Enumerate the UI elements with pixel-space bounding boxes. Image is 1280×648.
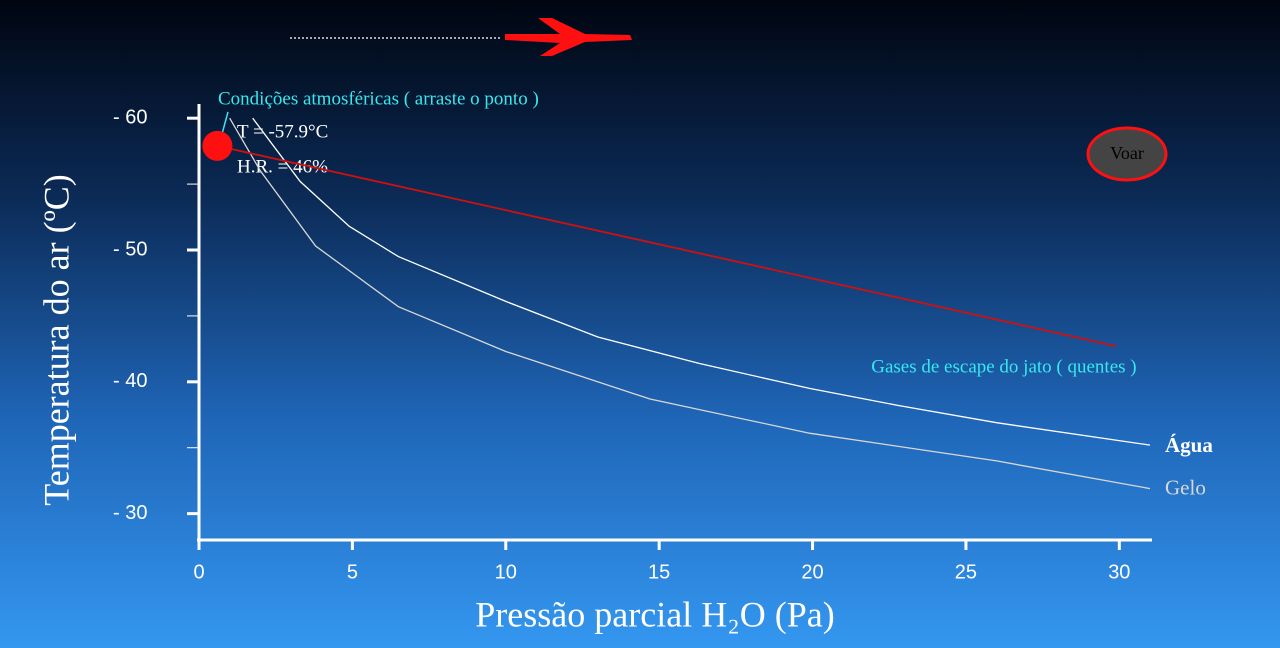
x-tick-label: 20 [801,561,823,583]
x-tick-label: 15 [648,561,670,583]
condition-point[interactable] [202,130,233,161]
x-tick-label: 5 [347,561,358,583]
series-label: Água [1165,433,1213,457]
series-line [252,117,1151,446]
series-line [229,117,1151,490]
y-tick-label: - 30 [113,502,147,524]
button-shape[interactable] [1086,126,1168,182]
x-tick-label: 10 [495,561,517,583]
y-tick-label: - 40 [113,370,147,392]
temperature-label: T = -57.9°C [237,121,328,142]
button-label[interactable]: Voar [1110,143,1144,163]
y-axis-title: Temperatura do ar (ºC) [36,174,76,506]
plane-icon [505,18,632,56]
series-label: Gelo [1165,475,1206,499]
series-label: Gases de escape do jato ( quentes ) [871,357,1136,378]
x-tick-label: 30 [1108,561,1130,583]
series-line [217,145,1117,348]
y-tick-label: - 50 [113,238,147,260]
point-title: Condições atmosféricas ( arraste o ponto… [218,88,539,109]
x-tick-label: 0 [193,561,204,583]
fly-button[interactable]: Voar [1086,126,1168,182]
x-tick-label: 25 [955,561,977,583]
humidity-label: H.R. = 46% [237,156,328,177]
y-tick-label: - 60 [113,106,147,128]
x-axis-title: Pressão parcial H₂O (Pa) [475,594,834,634]
